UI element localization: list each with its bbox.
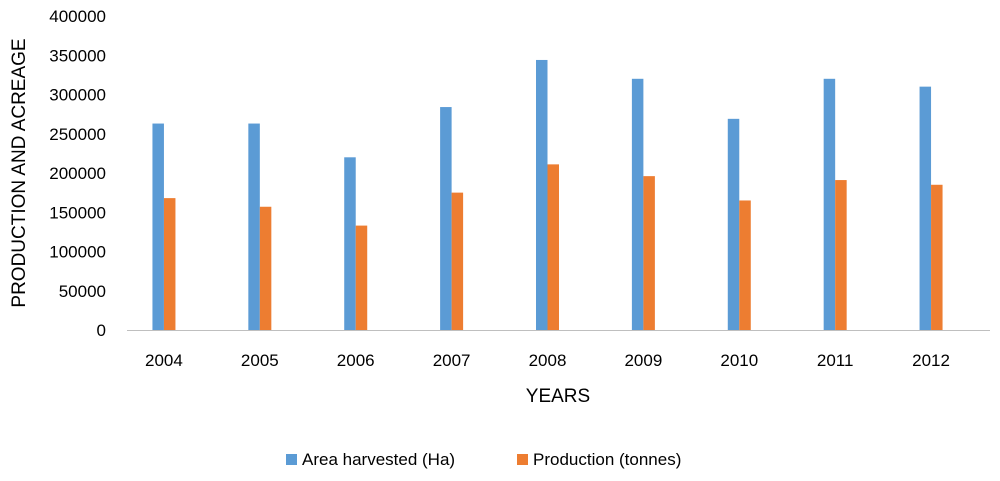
bar-production: [835, 180, 847, 330]
bar-production: [355, 225, 368, 330]
legend-label: Production (tonnes): [533, 450, 681, 469]
bar-production: [451, 192, 464, 330]
legend: Area harvested (Ha) Production (tonnes): [286, 450, 681, 469]
x-tick-label: 2007: [433, 351, 471, 370]
x-axis-title: YEARS: [526, 386, 590, 407]
y-tick-label: 250000: [49, 125, 106, 144]
x-axis-ticks: 2004 2005 2006 2007 2008 2009 2010 2011 2012: [145, 351, 950, 370]
legend-swatch: [517, 454, 528, 465]
bar-production: [259, 206, 272, 330]
x-tick-label: 2012: [912, 351, 950, 370]
x-tick-label: 2009: [624, 351, 662, 370]
bar-area-harvested: [823, 78, 836, 330]
y-tick-label: 300000: [49, 86, 106, 105]
bars-group: [152, 59, 943, 331]
bar-production: [931, 184, 943, 330]
bar-area-harvested: [440, 107, 452, 330]
x-tick-label: 2005: [241, 351, 279, 370]
legend-swatch: [286, 454, 297, 465]
bar-area-harvested: [152, 123, 164, 330]
x-tick-label: 2011: [817, 351, 854, 370]
y-tick-label: 400000: [49, 7, 106, 26]
y-tick-label: 0: [97, 321, 106, 340]
y-tick-label: 100000: [49, 243, 106, 262]
bar-area-harvested: [919, 86, 932, 331]
bar-production: [547, 164, 559, 330]
bar-area-harvested: [727, 118, 740, 331]
y-axis-title: PRODUCTION AND ACREAGE: [9, 38, 30, 307]
bar-production: [643, 176, 655, 330]
y-tick-label: 150000: [49, 203, 106, 222]
x-tick-label: 2008: [529, 351, 567, 370]
bar-area-harvested: [248, 123, 260, 330]
y-tick-label: 350000: [49, 46, 106, 65]
y-tick-label: 200000: [49, 164, 106, 183]
y-axis-ticks: 0 50000 100000 150000 200000 250000 300000 3500…: [49, 7, 106, 340]
bar-area-harvested: [536, 59, 548, 331]
x-tick-label: 2006: [337, 351, 375, 370]
legend-label: Area harvested (Ha): [302, 450, 455, 469]
bar-area-harvested: [344, 157, 356, 330]
x-tick-label: 2010: [720, 351, 758, 370]
bar-production: [163, 198, 176, 330]
bar-area-harvested: [631, 78, 644, 330]
bar-production: [739, 200, 751, 330]
y-tick-label: 50000: [59, 282, 106, 301]
x-tick-label: 2004: [145, 351, 183, 370]
